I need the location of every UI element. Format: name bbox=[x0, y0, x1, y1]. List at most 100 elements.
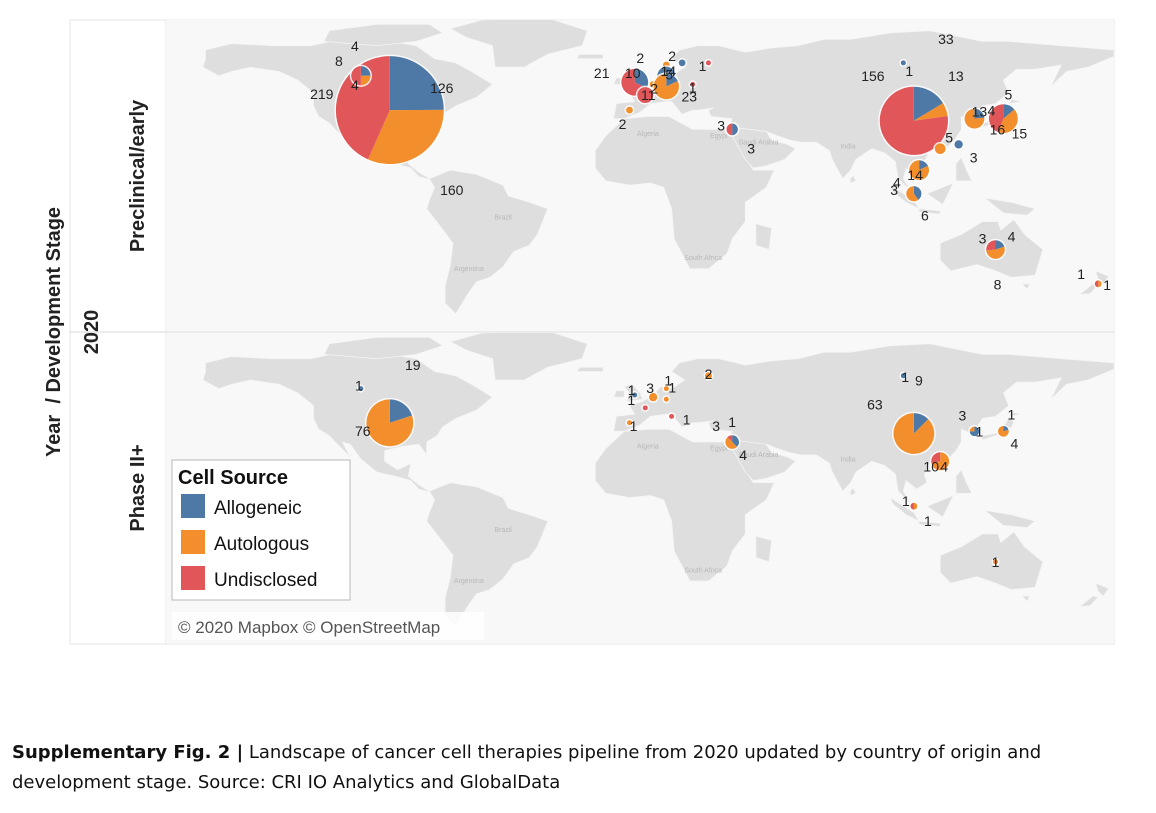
pie-value-label: 21 bbox=[594, 65, 610, 81]
caption-label: Supplementary Fig. 2 | bbox=[12, 742, 244, 763]
pie-value-label: 1 bbox=[699, 58, 707, 74]
pie-value-label: 4 bbox=[351, 38, 359, 54]
pie-slice-undisclosed bbox=[727, 435, 733, 443]
pie-china bbox=[892, 411, 936, 456]
legend-swatch-autologous bbox=[181, 530, 205, 554]
pie-value-label: 5 bbox=[665, 67, 673, 83]
land-africa bbox=[594, 116, 775, 270]
pie-slice-allogeneic bbox=[634, 68, 649, 89]
pie-value-label: 1 bbox=[664, 373, 672, 389]
pie-australia bbox=[991, 557, 1000, 566]
land-new-zealand-north bbox=[1094, 582, 1110, 597]
pie-usa bbox=[364, 397, 415, 448]
pie-slice-allogeneic bbox=[913, 413, 929, 434]
land-borneo bbox=[926, 182, 955, 206]
pie-slice-autologous bbox=[368, 109, 444, 165]
figure-caption: Supplementary Fig. 2 | Landscape of canc… bbox=[12, 738, 1152, 798]
pie-value-label: 1 bbox=[1008, 406, 1016, 422]
pie-value-label: 1 bbox=[628, 382, 636, 398]
land-borneo bbox=[926, 494, 955, 518]
pie-poland bbox=[688, 80, 697, 89]
pie-value-label: 2 bbox=[619, 116, 627, 132]
pie-slice-autologous bbox=[906, 186, 919, 202]
pie-slice-autologous bbox=[969, 426, 975, 432]
pie-spain bbox=[625, 418, 634, 427]
pie-slice-autologous bbox=[998, 425, 1009, 437]
place-label: Saudi Arabia bbox=[739, 452, 779, 459]
pie-slice-allogeneic bbox=[974, 108, 985, 119]
pie-france bbox=[641, 403, 650, 412]
pie-value-label: 1 bbox=[668, 379, 676, 395]
pie-slice-undisclosed bbox=[351, 66, 361, 86]
pie-value-label: 3 bbox=[646, 380, 654, 396]
pie-slice-undisclosed bbox=[637, 87, 654, 104]
place-label: India bbox=[840, 144, 855, 151]
pie-value-label: 1 bbox=[902, 493, 910, 509]
pie-value-label: 1 bbox=[976, 423, 984, 439]
map-attribution: © 2020 Mapbox © OpenStreetMap bbox=[178, 618, 440, 637]
pie-value-label: 3 bbox=[979, 231, 987, 247]
pie-value-label: 3 bbox=[970, 149, 978, 165]
pie-value-label: 3 bbox=[959, 407, 967, 423]
pie-slice-allogeneic bbox=[358, 386, 364, 392]
place-label: India bbox=[840, 456, 855, 463]
pie-slice-allogeneic bbox=[1003, 104, 1015, 119]
pie-value-label: 4 bbox=[739, 447, 747, 463]
pie-slice-undisclosed bbox=[1094, 280, 1099, 288]
pie-southeast-asia bbox=[907, 158, 931, 182]
pie-value-label: 2 bbox=[636, 50, 644, 66]
pie-slice-autologous bbox=[998, 109, 1018, 134]
pie-slice-undisclosed bbox=[910, 502, 914, 510]
legend-label-allogeneic: Allogeneic bbox=[214, 498, 302, 519]
pie-france bbox=[635, 85, 655, 105]
pie-slice-autologous bbox=[986, 246, 1005, 259]
land-new-guinea bbox=[983, 509, 1036, 529]
pie-singapore bbox=[904, 184, 923, 203]
land-sri-lanka bbox=[849, 174, 857, 184]
pie-value-label: 3 bbox=[890, 182, 898, 198]
pie-value-label: 10 bbox=[625, 65, 641, 81]
pie-value-label: 14 bbox=[907, 167, 923, 183]
pie-value-label: 23 bbox=[682, 89, 698, 105]
pie-united-kingdom bbox=[630, 391, 639, 399]
land-masses bbox=[202, 20, 1114, 315]
place-label: Saudi Arabia bbox=[739, 139, 779, 146]
pie-value-label: 4 bbox=[940, 458, 948, 474]
pie-slice-autologous bbox=[626, 420, 632, 426]
place-label: Argentina bbox=[454, 266, 484, 273]
pie-slice-autologous bbox=[993, 559, 998, 565]
pie-value-label: 8 bbox=[994, 277, 1002, 293]
place-label: Algeria bbox=[637, 131, 659, 138]
map-place-labels: Brazil Argentina South Africa Egypt Algeria S… bbox=[454, 443, 856, 585]
land-arctic-islands bbox=[323, 23, 444, 47]
place-label: Brazil bbox=[494, 215, 512, 222]
pie-finland bbox=[703, 370, 714, 381]
pie-value-label: 1 bbox=[728, 414, 736, 430]
pie-value-label: 1 bbox=[689, 79, 697, 95]
pie-value-label: 9 bbox=[915, 373, 923, 389]
pie-slice-autologous bbox=[909, 160, 930, 181]
pie-value-label: 1 bbox=[683, 411, 691, 427]
outer-axis-title: Year / Development Stage bbox=[43, 207, 65, 457]
pie-value-label: 1 bbox=[355, 378, 363, 394]
pie-value-label: 4 bbox=[893, 175, 901, 191]
pie-germany bbox=[652, 72, 681, 101]
pie-slice-allogeneic bbox=[900, 60, 906, 66]
land-arabia-fill bbox=[731, 126, 797, 169]
land-philippines bbox=[955, 469, 973, 494]
pie-value-label: 156 bbox=[861, 68, 885, 84]
land-philippines bbox=[955, 156, 973, 182]
legend-label-undisclosed: Undisclosed bbox=[214, 570, 318, 591]
land-south-america bbox=[426, 169, 549, 315]
pie-hong-kong bbox=[929, 450, 951, 472]
pie-slice-allogeneic bbox=[732, 123, 738, 136]
pie-netherlands bbox=[647, 391, 659, 403]
land-masses bbox=[202, 333, 1114, 627]
pie-slice-undisclosed bbox=[988, 104, 1004, 133]
pie-markers bbox=[334, 54, 1104, 289]
place-label: Egypt bbox=[710, 133, 728, 140]
legend-label-autologous: Autologous bbox=[214, 534, 309, 555]
land-iceland bbox=[576, 366, 604, 372]
pie-value-label: 15 bbox=[1012, 126, 1028, 142]
land-south-america bbox=[426, 482, 549, 627]
